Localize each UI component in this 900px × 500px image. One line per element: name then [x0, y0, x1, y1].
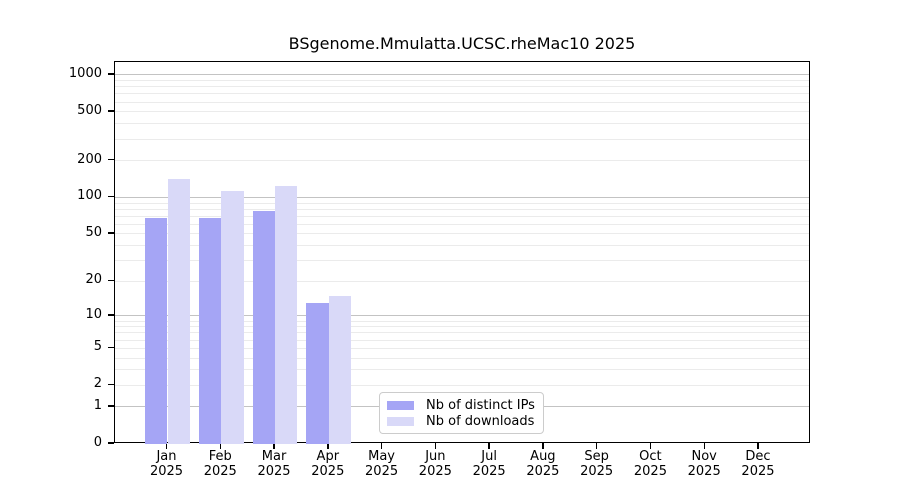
- x-axis-tick-mark: [488, 443, 490, 449]
- y-axis-tick-mark: [108, 314, 114, 316]
- x-axis-tick-mark: [703, 443, 705, 449]
- gridline: [115, 208, 809, 210]
- y-axis-tick-label: 20: [85, 272, 102, 288]
- legend-item-downloads: Nb of downloads: [387, 414, 535, 429]
- y-axis-tick-label: 5: [93, 339, 102, 355]
- gridline: [115, 315, 809, 317]
- y-axis-tick-label: 500: [77, 102, 102, 118]
- x-axis-tick-label: Dec 2025: [741, 449, 775, 479]
- gridline: [115, 101, 809, 103]
- x-axis-tick-mark: [434, 443, 437, 449]
- legend-swatch-downloads-icon: [387, 417, 414, 426]
- gridline: [115, 384, 809, 386]
- x-axis-tick-label: Aug 2025: [526, 449, 560, 479]
- gridline: [115, 111, 809, 113]
- gridline: [115, 339, 809, 341]
- y-axis-tick-label: 0: [93, 435, 102, 450]
- bar-downloads-jan: [167, 179, 190, 444]
- x-axis-tick-label: Jul 2025: [472, 449, 506, 479]
- y-axis-tick-label: 100: [77, 188, 102, 204]
- gridline: [115, 332, 809, 334]
- gridline: [115, 280, 809, 282]
- gridline: [115, 369, 809, 371]
- bar-distinct-ips-jan: [145, 217, 168, 444]
- y-axis-tick-mark: [108, 279, 114, 282]
- chart-title: BSgenome.Mmulatta.UCSC.rheMac10 2025: [288, 34, 636, 53]
- gridline: [115, 80, 809, 82]
- bar-downloads-apr: [328, 295, 352, 444]
- gridline: [115, 320, 809, 322]
- bar-distinct-ips-apr: [306, 303, 329, 444]
- x-axis-tick-mark: [649, 443, 652, 449]
- x-axis-tick-label: Mar 2025: [257, 449, 291, 479]
- y-axis-tick-mark: [108, 383, 114, 385]
- y-axis-tick-mark: [108, 346, 114, 348]
- x-axis-tick-label: Apr 2025: [311, 449, 345, 479]
- y-axis-tick-label: 50: [85, 224, 102, 240]
- gridline: [115, 86, 809, 88]
- x-axis-tick-label: Oct 2025: [633, 449, 667, 479]
- gridline: [115, 233, 809, 235]
- gridline: [115, 202, 809, 204]
- gridline: [115, 138, 809, 140]
- y-axis-tick-mark: [108, 73, 114, 75]
- legend-label-distinct-ips: Nb of distinct IPs: [426, 398, 535, 413]
- gridline: [115, 223, 809, 225]
- x-axis-tick-label: Nov 2025: [687, 449, 721, 479]
- x-axis-tick-mark: [542, 443, 544, 449]
- legend-label-downloads: Nb of downloads: [426, 414, 535, 429]
- gridline: [115, 326, 809, 328]
- x-axis-tick-mark: [595, 443, 598, 449]
- x-axis-tick-mark: [380, 443, 383, 449]
- gridline: [115, 160, 809, 162]
- x-axis-tick-label: Jan 2025: [149, 449, 184, 479]
- x-axis-tick-label: Sep 2025: [580, 449, 614, 479]
- y-axis-tick-mark: [108, 159, 114, 161]
- gridline: [115, 260, 809, 262]
- y-axis-tick-mark: [108, 232, 114, 234]
- legend-item-distinct-ips: Nb of distinct IPs: [387, 398, 535, 413]
- gridline: [115, 347, 809, 349]
- x-axis-tick-label: Feb 2025: [203, 449, 237, 479]
- x-axis-tick-label: Jun 2025: [418, 449, 452, 479]
- gridline: [115, 196, 809, 198]
- y-axis-tick-mark: [108, 405, 114, 407]
- y-axis-tick-mark: [108, 110, 114, 112]
- y-axis-tick-mark: [108, 442, 114, 444]
- legend-swatch-distinct-ips-icon: [387, 401, 414, 410]
- gridline: [115, 357, 809, 359]
- x-axis-tick-mark: [165, 443, 168, 449]
- bar-distinct-ips-mar: [252, 211, 276, 444]
- y-axis-tick-label: 2: [93, 376, 102, 392]
- gridline: [115, 123, 809, 125]
- bar-downloads-feb: [221, 191, 244, 444]
- gridline: [115, 74, 809, 76]
- gridline: [115, 93, 809, 95]
- y-axis-tick-mark: [108, 195, 114, 198]
- gridline: [115, 245, 809, 247]
- plot-area: [114, 61, 810, 444]
- y-axis-tick-label: 1000: [68, 65, 102, 81]
- x-axis-tick-mark: [273, 443, 275, 449]
- x-axis-tick-mark: [757, 443, 759, 449]
- x-axis-tick-mark: [219, 443, 221, 449]
- gridline: [115, 215, 809, 217]
- bar-downloads-mar: [275, 186, 298, 444]
- bar-distinct-ips-feb: [198, 217, 222, 444]
- y-axis-tick-label: 1: [93, 397, 102, 413]
- legend: Nb of distinct IPs Nb of downloads: [379, 392, 544, 434]
- y-axis-tick-label: 10: [85, 306, 102, 322]
- x-axis-tick-mark: [327, 443, 329, 449]
- x-axis-tick-label: May 2025: [365, 449, 399, 479]
- y-axis-tick-label: 200: [77, 151, 102, 167]
